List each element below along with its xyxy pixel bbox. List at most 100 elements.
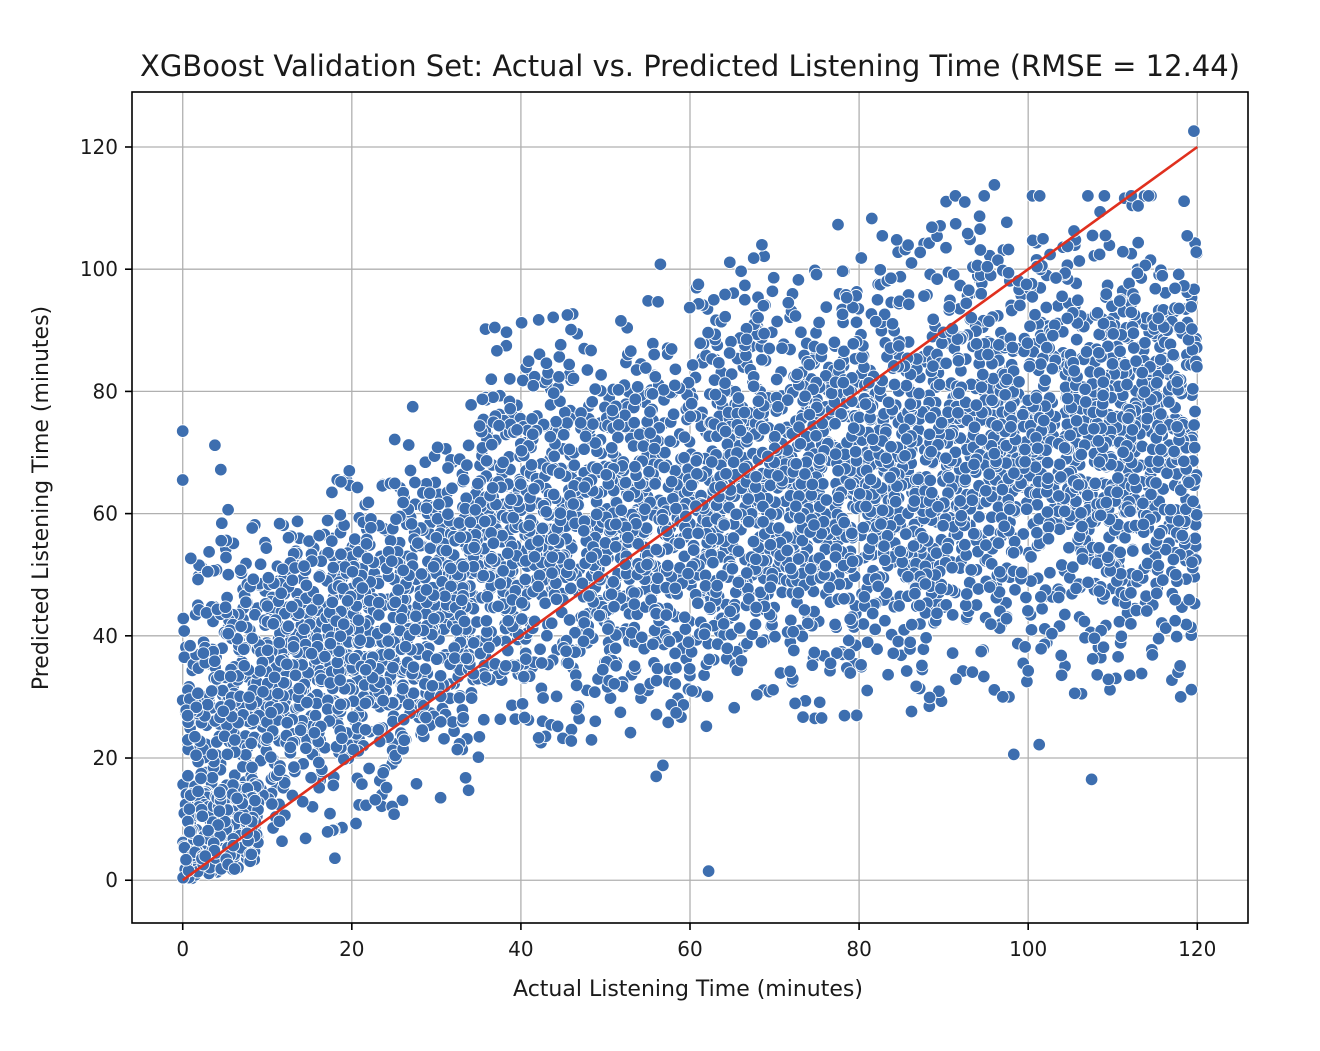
data-point [884,271,898,285]
data-point [762,341,777,356]
data-point [657,460,671,475]
data-point [1173,690,1188,704]
data-point [604,587,619,601]
data-point [990,419,1004,433]
data-point [784,613,798,628]
data-point [553,337,568,352]
data-point [345,565,360,579]
data-point [646,637,660,651]
data-point [350,480,365,495]
data-point [415,723,429,737]
data-point [485,437,499,452]
data-point [259,541,274,555]
data-point [501,614,515,628]
data-point [1145,648,1160,662]
data-point [660,558,675,573]
data-point [391,583,405,597]
data-point [828,617,842,632]
data-point [336,617,351,631]
data-point [1052,522,1067,536]
data-point [809,429,823,443]
data-point [401,697,416,712]
data-point [899,664,914,678]
data-point [954,508,969,523]
data-point [1099,287,1114,301]
data-point [904,704,919,719]
data-point [527,482,541,496]
data-point [1122,668,1137,682]
data-point [376,766,390,780]
data-point [260,643,275,658]
data-point [264,750,278,764]
data-point [1189,245,1204,259]
data-point [603,691,618,705]
data-point [1030,441,1045,456]
data-point [868,622,882,637]
data-point [977,669,991,684]
data-point [264,705,278,720]
data-point [1034,642,1048,656]
data-point [361,495,376,510]
data-point [741,514,756,529]
data-point [207,654,222,668]
data-point [1071,478,1086,492]
data-point [578,429,593,444]
data-point [664,342,679,356]
data-point [245,631,259,646]
data-point [266,617,281,631]
data-point [531,731,546,745]
data-point [856,520,871,535]
data-point [849,315,864,330]
data-point [781,295,796,310]
data-point [791,586,806,600]
data-point [188,729,202,744]
data-point [881,667,895,682]
data-point [705,455,719,469]
data-point [382,647,396,662]
data-point [648,477,662,491]
data-point [599,468,614,482]
data-point [1000,372,1014,387]
data-point [1020,336,1035,350]
data-point [835,307,850,322]
data-point [796,710,810,724]
data-point [841,633,856,648]
data-point [584,343,598,358]
data-point [809,267,824,282]
data-point [995,482,1010,497]
data-point [275,834,289,848]
data-point [1074,447,1089,462]
data-point [545,550,560,564]
data-point [447,651,462,665]
data-point [1021,604,1035,618]
data-point [865,432,880,447]
data-point [533,642,547,656]
data-point [503,372,517,386]
data-point [645,387,660,401]
data-point [931,499,945,514]
data-point [544,616,559,630]
data-point [904,256,919,270]
data-point [973,243,988,257]
data-point [464,398,478,412]
data-point [1150,376,1164,390]
data-point [663,434,677,448]
data-point [976,367,990,382]
data-point [1091,434,1106,448]
data-point [812,695,827,710]
data-point [562,557,577,572]
data-point [221,502,235,517]
data-point [1090,668,1104,682]
data-point [930,272,944,286]
data-point [1041,531,1056,546]
data-point [685,684,699,698]
data-point [860,683,874,698]
data-point [1085,228,1100,243]
data-point [915,658,929,673]
data-point [893,544,908,559]
data-point [971,582,986,596]
data-point [746,379,761,394]
data-point [488,320,502,335]
data-point [177,624,191,638]
data-point [832,358,847,372]
